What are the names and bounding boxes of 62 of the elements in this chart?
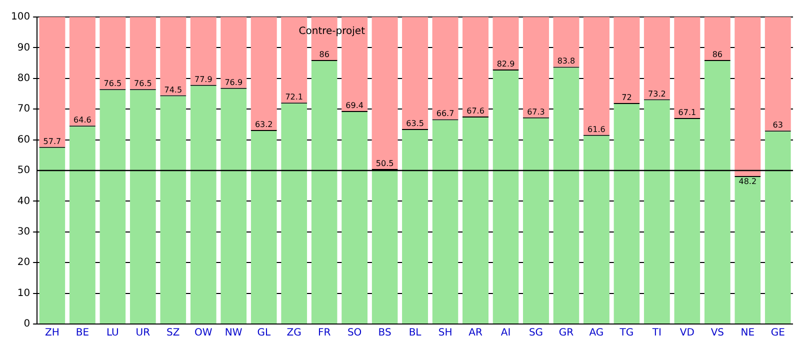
data-label: 61.6	[588, 124, 606, 134]
x-tick-label: SH	[438, 328, 452, 339]
x-tick-label: AR	[468, 328, 482, 339]
x-tick-label: LU	[106, 328, 119, 339]
x-tick-label: GL	[257, 328, 271, 339]
data-label: 63.2	[254, 120, 273, 129]
x-tick-label: GR	[558, 328, 574, 339]
data-label: 64.6	[74, 116, 92, 125]
x-tick-label: ZH	[45, 328, 60, 339]
x-tick-label: SZ	[166, 328, 180, 339]
data-label: 72	[622, 92, 632, 102]
data-label: 73.2	[648, 89, 666, 98]
y-tick-label: 60	[17, 134, 30, 146]
x-tick-label: BL	[408, 328, 422, 339]
data-label: 86	[319, 50, 330, 59]
x-tick-label: NE	[740, 328, 755, 339]
x-tick-label: UR	[136, 328, 150, 339]
x-tick-label: SO	[347, 328, 362, 339]
y-tick-label: 70	[17, 104, 30, 115]
x-tick-label: BE	[76, 328, 90, 339]
data-label: 48.2	[738, 177, 757, 186]
x-tick-label: VD	[680, 328, 695, 339]
data-label: 83.8	[557, 56, 576, 66]
x-tick-label: GE	[770, 328, 785, 339]
x-tick-label: ZG	[286, 328, 302, 339]
y-tick-label: 40	[17, 196, 30, 207]
y-tick-label: 20	[17, 257, 30, 268]
data-label: 76.5	[104, 79, 122, 88]
y-tick-label: 0	[24, 318, 30, 330]
y-tick-label: 100	[10, 12, 30, 23]
x-tick-label: VS	[710, 328, 724, 339]
x-tick-label: FR	[318, 328, 331, 339]
x-tick-label: AG	[589, 328, 604, 339]
x-tick-label: TI	[651, 328, 662, 339]
x-tick-label: SG	[528, 328, 544, 339]
annotation: Contre-projet	[298, 26, 366, 37]
y-tick-label: 80	[17, 72, 30, 84]
data-label: 76.5	[134, 79, 152, 88]
x-tick-label: OW	[194, 328, 212, 339]
x-tick-label: BS	[378, 328, 392, 339]
data-label: 77.9	[194, 74, 212, 84]
data-label: 69.4	[346, 100, 364, 110]
data-label: 50.5	[376, 158, 394, 168]
y-tick-label: 30	[17, 226, 30, 238]
data-label: 67.1	[678, 108, 696, 118]
x-tick-label: TG	[618, 328, 634, 339]
data-label: 66.7	[436, 109, 454, 118]
data-label: 82.9	[496, 59, 515, 68]
y-tick-label: 50	[17, 165, 30, 176]
data-label: 67.6	[466, 106, 484, 116]
y-tick-label: 90	[17, 42, 30, 54]
x-tick-label: NW	[224, 328, 242, 339]
data-label: 67.3	[527, 107, 545, 116]
data-label: 63.5	[406, 119, 424, 128]
y-tick-label: 10	[17, 288, 30, 299]
data-label: 86	[712, 50, 722, 59]
data-label: 76.9	[224, 78, 243, 87]
data-label: 57.7	[43, 136, 62, 146]
x-tick-label: AI	[500, 328, 511, 339]
data-label: 74.5	[164, 85, 182, 94]
data-label: 63	[772, 120, 783, 130]
data-label: 72.1	[285, 92, 304, 102]
